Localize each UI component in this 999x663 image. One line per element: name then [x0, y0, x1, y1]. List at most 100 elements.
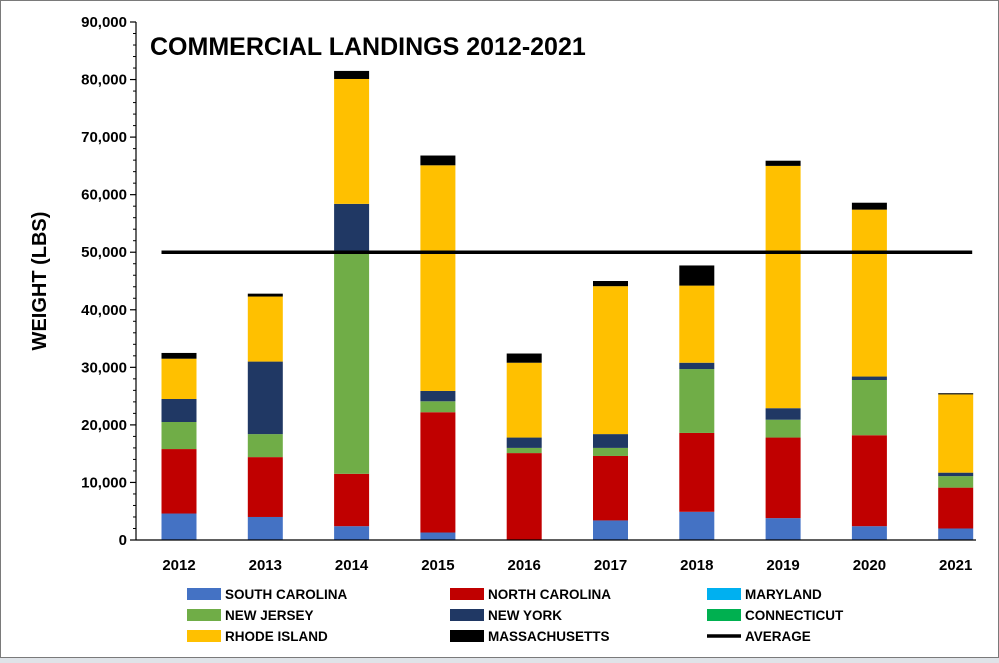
bar-massachusetts-2015: [420, 155, 456, 166]
bar-rhode-island-2013: [247, 296, 283, 362]
legend: SOUTH CAROLINA NORTH CAROLINA MARYLAND NEW …: [187, 587, 844, 644]
x-tick-label-2018: 2018: [680, 557, 713, 574]
bar-new-york-2019: [765, 408, 801, 420]
bar-new-york-2018: [679, 362, 715, 370]
y-tick-label: 50,000: [81, 244, 127, 261]
x-tick-label-2019: 2019: [766, 557, 799, 574]
legend-swatch-massachusetts: [450, 630, 484, 642]
bar-new-jersey-2012: [161, 422, 197, 450]
bar-new-york-2016: [506, 437, 542, 448]
bar-new-york-2017: [593, 434, 628, 448]
y-tick-label: 80,000: [81, 72, 127, 89]
y-tick-label: 30,000: [81, 359, 127, 376]
bar-rhode-island-2012: [161, 358, 197, 399]
y-tick-label: 0: [119, 532, 127, 549]
bar-massachusetts-2017: [593, 281, 628, 287]
bar-new-jersey-2016: [506, 447, 542, 454]
bar-new-york-2012: [161, 398, 197, 423]
bar-south-carolina-2019: [765, 518, 801, 540]
y-tick-label: 60,000: [81, 187, 127, 204]
x-tick-label-2016: 2016: [508, 557, 541, 574]
bar-north-carolina-2013: [247, 457, 283, 517]
bar-massachusetts-2014: [334, 70, 370, 79]
legend-label-rhode-island: RHODE ISLAND: [225, 629, 328, 644]
bar-massachusetts-2016: [506, 353, 542, 363]
bar-new-york-2020: [851, 376, 887, 380]
bar-north-carolina-2014: [334, 473, 370, 527]
bar-new-york-2015: [420, 390, 456, 402]
bar-new-jersey-2015: [420, 401, 456, 413]
bar-north-carolina-2016: [506, 453, 542, 540]
x-axis: 2012 2013 2014 2015 2016 2017 2018 2019 2020 2021: [136, 539, 976, 574]
x-tick-label-2013: 2013: [249, 557, 282, 574]
bar-massachusetts-2018: [679, 265, 715, 286]
bar-rhode-island-2014: [334, 78, 370, 204]
bar-north-carolina-2021: [938, 487, 974, 529]
legend-label-average: AVERAGE: [745, 629, 811, 644]
bar-south-carolina-2017: [593, 520, 628, 540]
x-tick-label-2017: 2017: [594, 557, 627, 574]
bar-massachusetts-2013: [247, 293, 283, 297]
x-tick-label-2014: 2014: [335, 557, 369, 574]
bars-layer: [161, 70, 974, 540]
legend-label-connecticut: CONNECTICUT: [745, 608, 844, 623]
x-tick-label-2020: 2020: [853, 557, 886, 574]
legend-swatch-maryland: [707, 588, 741, 600]
bar-rhode-island-2021: [938, 394, 974, 473]
bar-north-carolina-2012: [161, 449, 197, 514]
bar-south-carolina-2020: [851, 526, 887, 540]
bar-new-jersey-2021: [938, 476, 974, 488]
bar-south-carolina-2012: [161, 513, 197, 540]
legend-label-new-york: NEW YORK: [488, 608, 562, 623]
x-tick-label-2015: 2015: [421, 557, 454, 574]
bar-rhode-island-2019: [765, 165, 801, 409]
x-tick-label-2021: 2021: [939, 557, 972, 574]
y-axis-label: WEIGHT (LBS): [29, 212, 51, 351]
bar-south-carolina-2014: [334, 526, 370, 540]
legend-label-new-jersey: NEW JERSEY: [225, 608, 314, 623]
y-axis: 0 10,000 20,000 30,000 40,000 50,000 60,000 70,…: [81, 14, 137, 549]
bar-rhode-island-2020: [851, 209, 887, 377]
legend-swatch-south-carolina: [187, 588, 221, 600]
bar-new-jersey-2014: [334, 250, 370, 474]
y-tick-label: 20,000: [81, 417, 127, 434]
chart-title: COMMERCIAL LANDINGS 2012-2021: [150, 33, 586, 61]
bar-new-jersey-2013: [247, 434, 283, 458]
legend-label-south-carolina: SOUTH CAROLINA: [225, 587, 347, 602]
bar-new-jersey-2020: [851, 379, 887, 436]
bar-rhode-island-2015: [420, 165, 456, 391]
bar-south-carolina-2015: [420, 532, 456, 540]
legend-label-north-carolina: NORTH CAROLINA: [488, 587, 611, 602]
legend-swatch-north-carolina: [450, 588, 484, 600]
bar-new-york-2021: [938, 472, 974, 477]
legend-swatch-new-jersey: [187, 609, 221, 621]
legend-label-massachusetts: MASSACHUSETTS: [488, 629, 610, 644]
bar-rhode-island-2016: [506, 362, 542, 438]
y-tick-label: 40,000: [81, 302, 127, 319]
bar-new-jersey-2018: [679, 369, 715, 433]
legend-swatch-rhode-island: [187, 630, 221, 642]
bar-south-carolina-2021: [938, 528, 974, 540]
bar-massachusetts-2012: [161, 352, 197, 359]
bar-rhode-island-2018: [679, 285, 715, 363]
legend-swatch-new-york: [450, 609, 484, 621]
y-tick-label: 10,000: [81, 474, 127, 491]
bar-massachusetts-2021: [938, 393, 974, 395]
legend-label-maryland: MARYLAND: [745, 587, 822, 602]
bar-north-carolina-2020: [851, 435, 887, 527]
x-tick-label-2012: 2012: [162, 557, 195, 574]
bar-south-carolina-2013: [247, 516, 283, 540]
bar-new-jersey-2017: [593, 447, 628, 456]
bar-north-carolina-2018: [679, 432, 715, 512]
bar-new-york-2013: [247, 361, 283, 435]
bar-north-carolina-2017: [593, 455, 628, 521]
window-bottom-strip: [0, 658, 999, 663]
bar-north-carolina-2019: [765, 437, 801, 519]
bar-new-jersey-2019: [765, 419, 801, 438]
bar-rhode-island-2017: [593, 286, 628, 435]
bar-massachusetts-2020: [851, 202, 887, 210]
y-tick-label: 90,000: [81, 14, 127, 31]
bar-new-york-2014: [334, 203, 370, 251]
bar-south-carolina-2018: [679, 511, 715, 540]
